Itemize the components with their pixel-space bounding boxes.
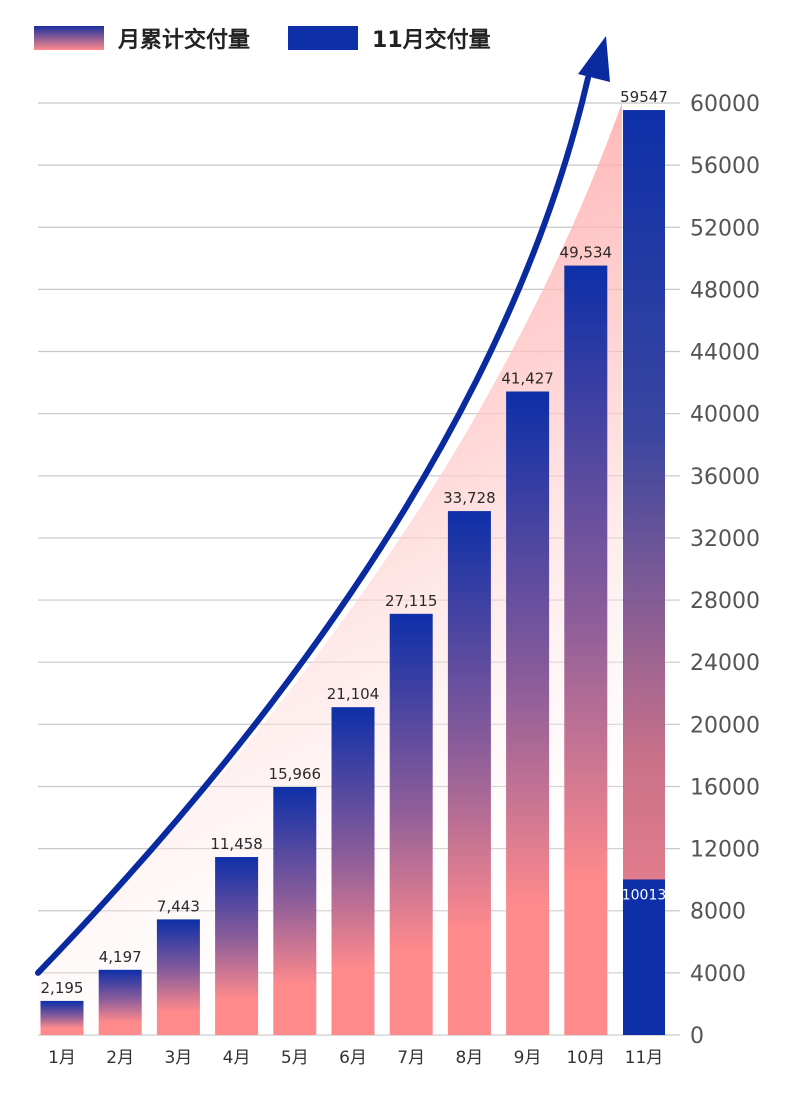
data-label-9月: 41,427: [501, 370, 554, 388]
y-tick-label-60000: 60000: [690, 92, 760, 117]
y-tick-label-0: 0: [690, 1024, 704, 1049]
data-label-6月: 21,104: [327, 685, 380, 703]
y-tick-label-40000: 40000: [690, 403, 760, 428]
x-tick-label-8月: 8月: [455, 1048, 483, 1068]
y-tick-label-16000: 16000: [690, 775, 760, 800]
data-label-8月: 33,728: [443, 489, 496, 507]
data-label-11月: 59547: [620, 88, 668, 106]
y-tick-label-48000: 48000: [690, 278, 760, 303]
x-tick-label-1月: 1月: [48, 1048, 76, 1068]
legend-item-november: 11月交付量: [288, 22, 491, 54]
bar-10月: [564, 265, 608, 1035]
data-label-5月: 15,966: [269, 765, 322, 783]
x-tick-label-2月: 2月: [106, 1048, 134, 1068]
y-tick-label-52000: 52000: [690, 216, 760, 241]
data-label-1月: 2,195: [41, 979, 84, 997]
x-tick-label-4月: 4月: [223, 1048, 251, 1068]
growth-arrow-head: [578, 36, 610, 82]
legend-label-cumulative: 月累计交付量: [118, 28, 251, 53]
y-tick-label-24000: 24000: [690, 651, 760, 676]
data-label-7月: 27,115: [385, 592, 438, 610]
bar-5月: [273, 786, 317, 1035]
y-tick-label-36000: 36000: [690, 465, 760, 490]
x-tick-label-3月: 3月: [164, 1048, 192, 1068]
x-tick-label-5月: 5月: [281, 1048, 309, 1068]
bar-7月: [389, 613, 433, 1035]
bar-1月: [40, 1000, 84, 1035]
x-tick-label-10月: 10月: [566, 1048, 605, 1068]
legend-swatch-cumulative: [34, 26, 104, 50]
bar-9月: [506, 391, 550, 1035]
bar-8月: [447, 511, 491, 1035]
y-tick-label-44000: 44000: [690, 341, 760, 366]
y-tick-label-32000: 32000: [690, 527, 760, 552]
y-tick-label-4000: 4000: [690, 962, 746, 987]
data-label-10月: 49,534: [560, 244, 613, 262]
bar-3月: [156, 919, 200, 1035]
legend: 月累计交付量 11月交付量: [34, 22, 529, 54]
growth-arrow-line: [35, 75, 591, 976]
x-tick-label-6月: 6月: [339, 1048, 367, 1068]
data-label-november-monthly: 10013: [622, 887, 667, 903]
y-tick-label-8000: 8000: [690, 900, 746, 925]
bar-2月: [98, 969, 142, 1035]
legend-item-cumulative: 月累计交付量: [34, 22, 250, 54]
y-tick-label-28000: 28000: [690, 589, 760, 614]
x-tick-label-9月: 9月: [514, 1048, 542, 1068]
bar-11月-monthly: [623, 879, 665, 1035]
data-label-4月: 11,458: [210, 835, 263, 853]
bar-6月: [331, 707, 375, 1035]
y-tick-label-20000: 20000: [690, 713, 760, 738]
legend-label-november: 11月交付量: [372, 28, 491, 53]
legend-swatch-november: [288, 26, 359, 50]
x-tick-label-7月: 7月: [397, 1048, 425, 1068]
data-label-3月: 7,443: [157, 897, 200, 915]
x-tick-label-11月: 11月: [625, 1048, 664, 1068]
bar-4月: [215, 857, 259, 1035]
y-tick-label-56000: 56000: [690, 154, 760, 179]
data-label-2月: 4,197: [99, 948, 142, 966]
y-tick-label-12000: 12000: [690, 838, 760, 863]
